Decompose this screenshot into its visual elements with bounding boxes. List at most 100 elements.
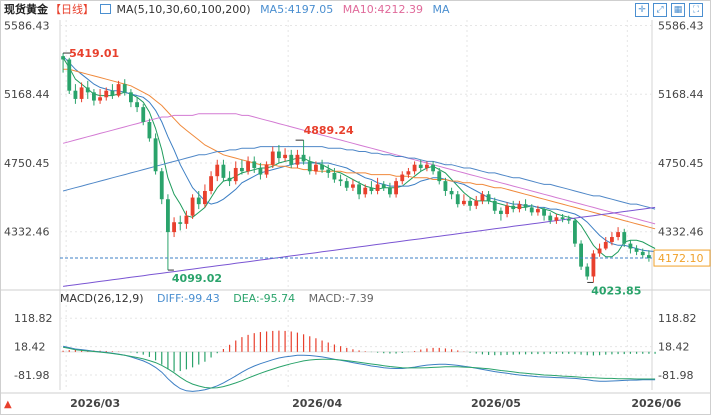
scroll-left-icon: ▲ bbox=[4, 399, 12, 410]
macd-tick-right: 18.42 bbox=[658, 341, 690, 354]
candle bbox=[344, 177, 349, 191]
candle bbox=[326, 164, 331, 178]
macd-dea-value: DEA:-95.74 bbox=[233, 292, 296, 305]
candle-body bbox=[307, 161, 312, 172]
candle bbox=[523, 199, 528, 211]
candle-body bbox=[110, 90, 115, 96]
candle bbox=[548, 212, 553, 224]
ma-more[interactable]: MA bbox=[432, 3, 450, 16]
candle-body bbox=[566, 218, 571, 221]
annotation-high: 5419.01 bbox=[69, 47, 119, 60]
candle bbox=[640, 248, 645, 259]
candle bbox=[67, 57, 72, 94]
candle-body bbox=[499, 210, 503, 215]
candle bbox=[628, 240, 633, 254]
candle bbox=[647, 250, 651, 262]
candle-body bbox=[616, 232, 620, 238]
candle-body bbox=[320, 164, 324, 170]
candle-body bbox=[529, 207, 534, 213]
candle-body bbox=[486, 194, 491, 201]
crosshair-icon[interactable]: ✛ bbox=[635, 3, 649, 17]
candle-body bbox=[203, 190, 207, 205]
candle bbox=[468, 197, 472, 211]
candle bbox=[536, 205, 540, 216]
candle-body bbox=[314, 164, 318, 172]
candle-body bbox=[190, 197, 195, 216]
expand-icon[interactable]: ⤢ bbox=[653, 3, 667, 17]
candle bbox=[499, 207, 503, 221]
last-price-box bbox=[653, 249, 711, 267]
candle bbox=[480, 190, 485, 205]
candle bbox=[320, 159, 324, 173]
ma-line-ma100 bbox=[62, 146, 656, 210]
candle-body bbox=[474, 200, 479, 206]
candle bbox=[492, 197, 497, 215]
candle-body bbox=[628, 243, 633, 249]
candle-body bbox=[289, 154, 294, 165]
candle-body bbox=[418, 164, 423, 168]
period-selector[interactable]: 【日线】 bbox=[50, 3, 94, 16]
candle bbox=[486, 190, 491, 205]
candle bbox=[400, 171, 405, 185]
price-tick-left: 5168.44 bbox=[4, 88, 50, 101]
candle-body bbox=[505, 205, 509, 215]
candle-body bbox=[141, 107, 146, 122]
candle bbox=[98, 89, 102, 104]
candle bbox=[73, 84, 78, 104]
candle-body bbox=[264, 164, 269, 175]
candle-body bbox=[129, 92, 133, 103]
candle-body bbox=[462, 200, 466, 205]
candle bbox=[412, 161, 417, 175]
macd-label: MACD(26,12,9) bbox=[60, 292, 144, 305]
candle-body bbox=[369, 187, 374, 191]
time-tick-label: 2026/03 bbox=[70, 397, 120, 410]
candle-body bbox=[153, 138, 158, 172]
candle bbox=[455, 190, 460, 208]
ma10-value: MA10:4212.39 bbox=[342, 3, 423, 16]
candle-body bbox=[196, 197, 201, 205]
candle-body bbox=[437, 171, 442, 182]
candle-body bbox=[122, 84, 127, 93]
candle bbox=[394, 177, 398, 198]
candle-body bbox=[449, 190, 454, 195]
fullscreen-icon[interactable]: ⛶ bbox=[689, 3, 703, 17]
price-tick-right: 4332.46 bbox=[658, 226, 704, 239]
macd-tick-left: 18.42 bbox=[14, 341, 46, 354]
candle bbox=[141, 103, 146, 126]
candle-body bbox=[135, 102, 139, 108]
ma-line-ma30 bbox=[63, 68, 656, 230]
candle-body bbox=[579, 243, 583, 267]
price-tick-right: 5586.43 bbox=[658, 20, 704, 33]
candle-body bbox=[92, 92, 96, 101]
ma-label: MA(5,10,30,60,100,200) bbox=[116, 3, 251, 16]
annotation-high: 4889.24 bbox=[304, 124, 354, 137]
candle-body bbox=[85, 87, 90, 93]
candle-body bbox=[240, 167, 244, 172]
macd-value: MACD:-7.39 bbox=[308, 292, 374, 305]
candle-body bbox=[517, 204, 522, 210]
candle bbox=[184, 210, 189, 229]
candle-body bbox=[425, 164, 429, 168]
candle bbox=[129, 89, 133, 108]
candle-body bbox=[431, 164, 435, 172]
candle-body bbox=[542, 209, 546, 216]
candle bbox=[166, 194, 170, 271]
candle-body bbox=[406, 171, 411, 175]
chart-settings-icon[interactable]: ▦ bbox=[671, 3, 685, 17]
candle-body bbox=[455, 194, 460, 205]
candle bbox=[406, 167, 411, 178]
candle bbox=[573, 218, 577, 247]
candle bbox=[351, 179, 355, 191]
candle-body bbox=[560, 217, 565, 219]
candle bbox=[610, 232, 614, 246]
candle bbox=[295, 149, 300, 168]
candle bbox=[443, 177, 448, 196]
candle bbox=[85, 80, 90, 99]
candle bbox=[591, 250, 596, 283]
candle bbox=[240, 159, 244, 175]
candle bbox=[92, 89, 96, 106]
candle bbox=[634, 245, 639, 256]
ma-settings-icon[interactable] bbox=[99, 4, 111, 14]
candle bbox=[375, 177, 380, 195]
macd-tick-right: 118.82 bbox=[658, 312, 697, 325]
